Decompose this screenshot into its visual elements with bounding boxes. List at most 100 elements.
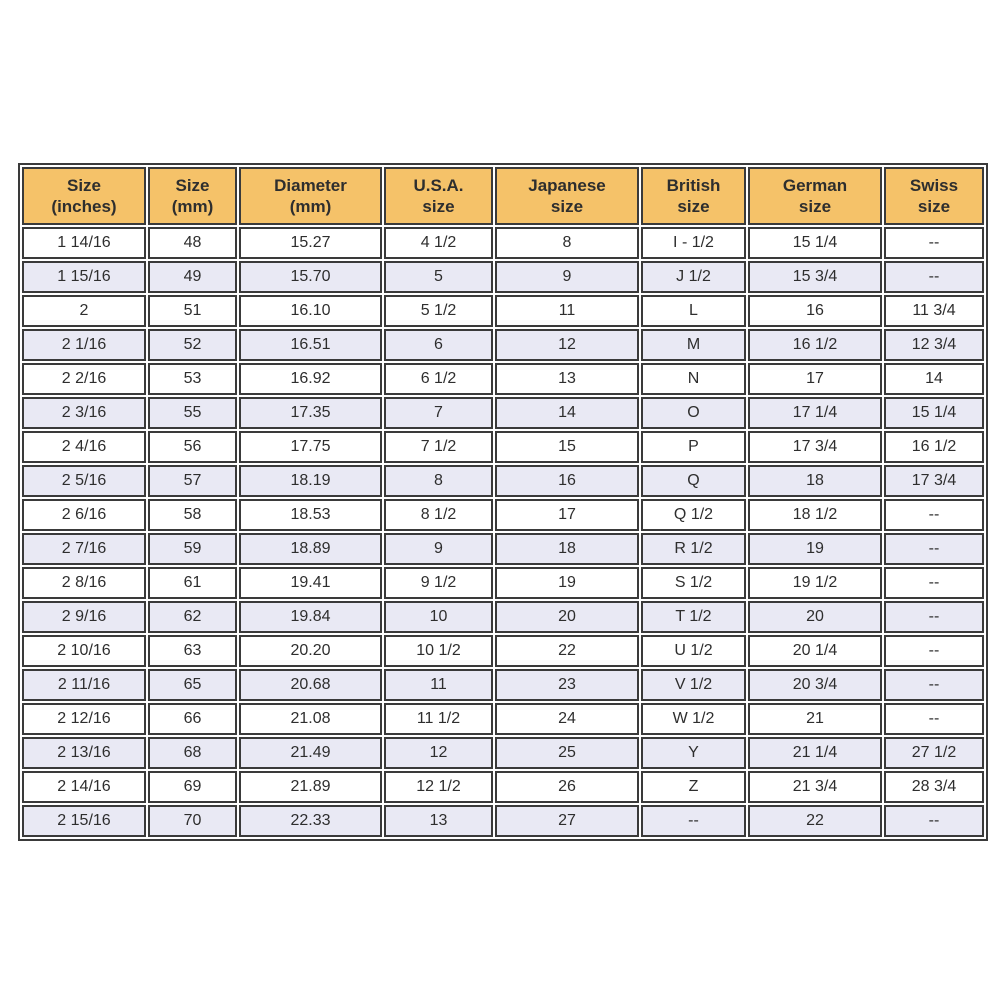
table-cell: 22.33 — [239, 805, 382, 837]
table-cell: -- — [884, 805, 984, 837]
table-cell: 2 — [22, 295, 146, 327]
table-cell: 8 — [384, 465, 493, 497]
table-cell: 18 1/2 — [748, 499, 882, 531]
table-cell: 2 1/16 — [22, 329, 146, 361]
table-cell: 18 — [748, 465, 882, 497]
table-cell: 13 — [495, 363, 639, 395]
column-header: Size (inches) — [22, 167, 146, 225]
ring-size-table-wrap: Size (inches) Size (mm) Diameter (mm) U.S.A… — [18, 163, 988, 841]
table-cell: 12 — [495, 329, 639, 361]
table-cell: P — [641, 431, 746, 463]
table-row: 2 14/16 69 21.89 12 1/2 26 Z 21 3/4 28 3/4 — [22, 771, 984, 803]
table-cell: 19.84 — [239, 601, 382, 633]
table-cell: 11 — [384, 669, 493, 701]
table-cell: 15 3/4 — [748, 261, 882, 293]
table-cell: 15 1/4 — [748, 227, 882, 259]
table-cell: 10 — [384, 601, 493, 633]
table-cell: 2 9/16 — [22, 601, 146, 633]
table-cell: 20.68 — [239, 669, 382, 701]
table-cell: 7 — [384, 397, 493, 429]
table-cell: 17 1/4 — [748, 397, 882, 429]
table-row: 2 2/16 53 16.92 6 1/2 13 N 17 14 — [22, 363, 984, 395]
table-cell: 2 2/16 — [22, 363, 146, 395]
table-cell: 9 — [495, 261, 639, 293]
table-cell: J 1/2 — [641, 261, 746, 293]
table-body: 1 14/16 48 15.27 4 1/2 8 I - 1/2 15 1/4 -- 1 15/… — [22, 227, 984, 837]
table-cell: 23 — [495, 669, 639, 701]
table-cell: 58 — [148, 499, 237, 531]
table-cell: 62 — [148, 601, 237, 633]
table-cell: 63 — [148, 635, 237, 667]
table-cell: 16.10 — [239, 295, 382, 327]
table-cell: 21.08 — [239, 703, 382, 735]
table-cell: 21 3/4 — [748, 771, 882, 803]
table-cell: 19 1/2 — [748, 567, 882, 599]
table-cell: 20.20 — [239, 635, 382, 667]
column-header: Diameter (mm) — [239, 167, 382, 225]
table-cell: 18.19 — [239, 465, 382, 497]
table-cell: 19 — [495, 567, 639, 599]
table-cell: 15.70 — [239, 261, 382, 293]
table-row: 2 1/16 52 16.51 6 12 M 16 1/2 12 3/4 — [22, 329, 984, 361]
table-cell: 2 3/16 — [22, 397, 146, 429]
table-cell: 25 — [495, 737, 639, 769]
table-cell: -- — [884, 601, 984, 633]
table-cell: -- — [884, 567, 984, 599]
table-cell: 15.27 — [239, 227, 382, 259]
table-cell: 56 — [148, 431, 237, 463]
table-row: 2 9/16 62 19.84 10 20 T 1/2 20 -- — [22, 601, 984, 633]
column-header: British size — [641, 167, 746, 225]
table-cell: 20 3/4 — [748, 669, 882, 701]
table-cell: 16 1/2 — [884, 431, 984, 463]
table-cell: 53 — [148, 363, 237, 395]
table-row: 2 15/16 70 22.33 13 27 -- 22 -- — [22, 805, 984, 837]
table-row: 1 14/16 48 15.27 4 1/2 8 I - 1/2 15 1/4 -- — [22, 227, 984, 259]
table-cell: 7 1/2 — [384, 431, 493, 463]
table-cell: 12 — [384, 737, 493, 769]
table-cell: 70 — [148, 805, 237, 837]
table-cell: 57 — [148, 465, 237, 497]
table-cell: 17.75 — [239, 431, 382, 463]
table-cell: -- — [884, 635, 984, 667]
table-cell: 16 — [495, 465, 639, 497]
table-cell: S 1/2 — [641, 567, 746, 599]
table-cell: 65 — [148, 669, 237, 701]
table-cell: 21 — [748, 703, 882, 735]
table-row: 2 4/16 56 17.75 7 1/2 15 P 17 3/4 16 1/2 — [22, 431, 984, 463]
table-cell: 15 1/4 — [884, 397, 984, 429]
table-cell: 24 — [495, 703, 639, 735]
table-cell: 18.53 — [239, 499, 382, 531]
table-cell: 12 3/4 — [884, 329, 984, 361]
table-cell: 5 — [384, 261, 493, 293]
table-cell: 2 10/16 — [22, 635, 146, 667]
table-cell: 59 — [148, 533, 237, 565]
table-cell: 66 — [148, 703, 237, 735]
table-row: 2 51 16.10 5 1/2 11 L 16 11 3/4 — [22, 295, 984, 327]
table-row: 2 3/16 55 17.35 7 14 O 17 1/4 15 1/4 — [22, 397, 984, 429]
table-cell: 2 15/16 — [22, 805, 146, 837]
table-cell: M — [641, 329, 746, 361]
table-row: 2 13/16 68 21.49 12 25 Y 21 1/4 27 1/2 — [22, 737, 984, 769]
table-cell: 20 — [748, 601, 882, 633]
table-cell: 27 1/2 — [884, 737, 984, 769]
table-cell: 61 — [148, 567, 237, 599]
column-header: Swiss size — [884, 167, 984, 225]
table-header: Size (inches) Size (mm) Diameter (mm) U.S.A… — [22, 167, 984, 225]
table-cell: 21 1/4 — [748, 737, 882, 769]
table-cell: 9 1/2 — [384, 567, 493, 599]
table-cell: 12 1/2 — [384, 771, 493, 803]
table-cell: 22 — [748, 805, 882, 837]
table-row: 2 12/16 66 21.08 11 1/2 24 W 1/2 21 -- — [22, 703, 984, 735]
table-cell: 55 — [148, 397, 237, 429]
table-cell: 20 1/4 — [748, 635, 882, 667]
table-cell: 17 — [748, 363, 882, 395]
table-cell: Z — [641, 771, 746, 803]
table-cell: I - 1/2 — [641, 227, 746, 259]
table-cell: 11 1/2 — [384, 703, 493, 735]
table-cell: 17 3/4 — [884, 465, 984, 497]
table-cell: 2 12/16 — [22, 703, 146, 735]
table-cell: 14 — [884, 363, 984, 395]
header-row: Size (inches) Size (mm) Diameter (mm) U.S.A… — [22, 167, 984, 225]
table-cell: L — [641, 295, 746, 327]
